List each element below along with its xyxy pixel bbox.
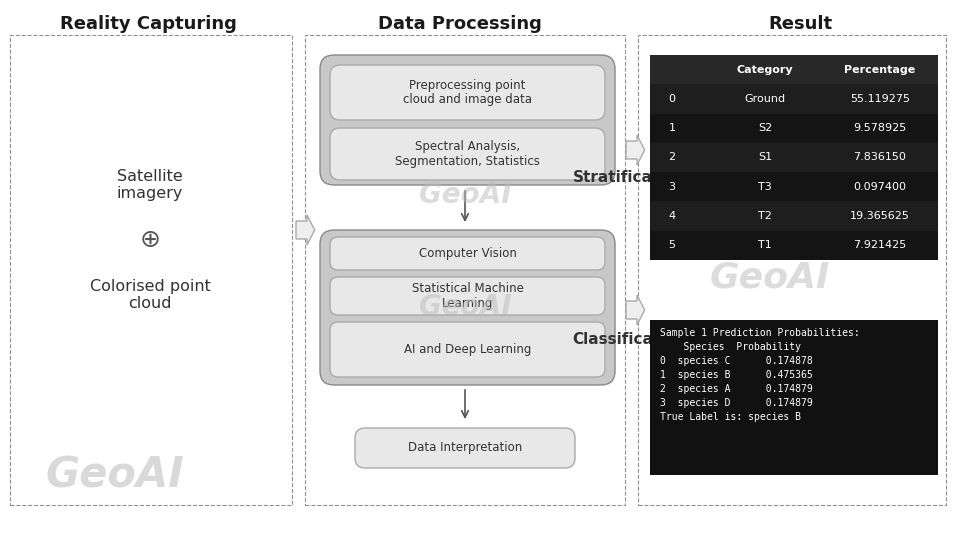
- Text: 0: 0: [668, 94, 676, 104]
- Text: Classification: Classification: [573, 333, 687, 348]
- Text: AI and Deep Learning: AI and Deep Learning: [404, 343, 531, 356]
- Bar: [650, 84, 938, 113]
- Bar: [650, 143, 938, 172]
- Bar: [638, 35, 946, 505]
- Text: Data Processing: Data Processing: [378, 15, 542, 33]
- Text: Data Interpretation: Data Interpretation: [408, 442, 522, 455]
- Text: GeoAI: GeoAI: [709, 261, 830, 295]
- Text: 4: 4: [668, 211, 676, 221]
- Text: 19.365625: 19.365625: [850, 211, 910, 221]
- Bar: [650, 55, 938, 260]
- Text: GeoAI: GeoAI: [46, 454, 184, 496]
- Text: Result: Result: [768, 15, 832, 33]
- Text: 7.836150: 7.836150: [853, 152, 906, 163]
- Text: Colorised point
cloud: Colorised point cloud: [89, 279, 210, 311]
- Text: Statistical Machine
Learning: Statistical Machine Learning: [412, 282, 523, 310]
- Text: T2: T2: [758, 211, 772, 221]
- Text: Percentage: Percentage: [845, 65, 916, 75]
- Text: 2: 2: [668, 152, 676, 163]
- FancyBboxPatch shape: [320, 55, 615, 185]
- FancyBboxPatch shape: [355, 428, 575, 468]
- Bar: [305, 35, 625, 505]
- FancyArrow shape: [626, 135, 645, 165]
- Text: 5: 5: [668, 240, 676, 251]
- Text: 1: 1: [668, 123, 676, 133]
- FancyBboxPatch shape: [320, 230, 615, 385]
- Bar: [650, 113, 938, 143]
- Bar: [650, 231, 938, 260]
- Text: Computer Vision: Computer Vision: [419, 247, 516, 260]
- Text: Spectral Analysis,
Segmentation, Statistics: Spectral Analysis, Segmentation, Statist…: [396, 140, 540, 168]
- Text: Ground: Ground: [744, 94, 785, 104]
- Bar: [650, 55, 938, 84]
- Text: Sample 1 Prediction Probabilities:
    Species  Probability
0  species C      0.: Sample 1 Prediction Probabilities: Speci…: [660, 328, 860, 422]
- Text: GeoAI: GeoAI: [419, 293, 512, 321]
- Text: T3: T3: [758, 182, 772, 192]
- Text: GeoAI: GeoAI: [419, 181, 512, 209]
- FancyBboxPatch shape: [330, 277, 605, 315]
- FancyBboxPatch shape: [330, 65, 605, 120]
- Text: 7.921425: 7.921425: [853, 240, 906, 251]
- Text: Category: Category: [736, 65, 793, 75]
- Text: S1: S1: [758, 152, 772, 163]
- Text: 0.097400: 0.097400: [853, 182, 906, 192]
- Text: Satellite
imagery: Satellite imagery: [117, 169, 183, 201]
- FancyBboxPatch shape: [330, 237, 605, 270]
- Text: Reality Capturing: Reality Capturing: [60, 15, 236, 33]
- Bar: [10, 35, 292, 505]
- Bar: [650, 320, 938, 475]
- Text: Preprocessing point
cloud and image data: Preprocessing point cloud and image data: [403, 78, 532, 106]
- Bar: [650, 201, 938, 231]
- FancyBboxPatch shape: [330, 128, 605, 180]
- Text: 9.578925: 9.578925: [853, 123, 906, 133]
- FancyArrow shape: [626, 295, 645, 325]
- Text: S2: S2: [757, 123, 772, 133]
- Text: Stratification: Stratification: [573, 171, 686, 186]
- Text: T1: T1: [758, 240, 772, 251]
- Text: 55.119275: 55.119275: [850, 94, 910, 104]
- FancyArrow shape: [296, 215, 315, 245]
- FancyBboxPatch shape: [330, 322, 605, 377]
- Text: ⊕: ⊕: [139, 228, 160, 252]
- Text: 3: 3: [668, 182, 676, 192]
- Bar: [650, 172, 938, 201]
